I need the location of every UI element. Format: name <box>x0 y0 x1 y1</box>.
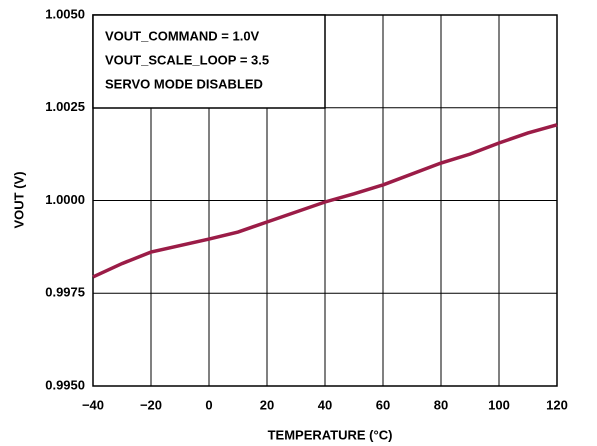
x-axis-label: TEMPERATURE (°C) <box>268 427 393 442</box>
x-tick-label: −20 <box>140 397 162 412</box>
y-axis-label: VOUT (V) <box>11 171 26 228</box>
x-tick-label: 80 <box>434 397 448 412</box>
data-line <box>92 123 558 279</box>
y-tick-label: 0.9950 <box>45 377 85 392</box>
annotation: SERVO MODE DISABLED <box>105 76 263 91</box>
y-tick-label: 1.0025 <box>45 99 85 114</box>
y-tick-label: 1.0000 <box>45 192 85 207</box>
x-tick-label: −40 <box>82 397 104 412</box>
x-tick-label: 120 <box>546 397 568 412</box>
annotation: VOUT_SCALE_LOOP = 3.5 <box>105 52 269 67</box>
y-tick-label: 1.0050 <box>45 6 85 21</box>
x-tick-label: 0 <box>205 397 212 412</box>
x-tick-label: 100 <box>488 397 510 412</box>
x-tick-label: 20 <box>260 397 274 412</box>
x-tick-label: 40 <box>318 397 332 412</box>
y-tick-label: 0.9975 <box>45 285 85 300</box>
annotation-box <box>92 14 326 109</box>
x-tick-label: 60 <box>376 397 390 412</box>
annotation: VOUT_COMMAND = 1.0V <box>105 28 260 43</box>
